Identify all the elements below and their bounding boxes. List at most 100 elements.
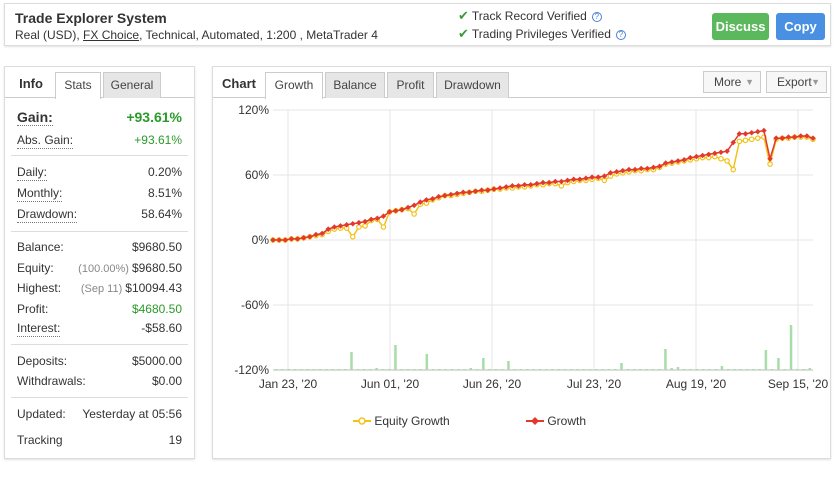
stats-tabs: Info Stats General — [5, 72, 194, 99]
tab-drawdown[interactable]: Drawdown — [436, 72, 509, 98]
volume-bar — [356, 369, 360, 370]
balance-value: $9680.50 — [131, 240, 182, 254]
growth-point — [644, 165, 651, 172]
chart-tabs: Chart Growth Balance Profit Drawdown — [213, 72, 830, 99]
tab-info[interactable]: Info — [19, 76, 43, 91]
gain-row: Gain: +93.61% — [17, 110, 182, 128]
volume-bar — [331, 369, 334, 370]
growth-point — [374, 215, 381, 222]
growth-point — [307, 233, 313, 240]
volume-bar — [595, 369, 598, 370]
trading-privileges-verified: ✔ Trading Privileges Verified? — [458, 26, 626, 42]
volume-bar — [639, 369, 642, 370]
volume-bar — [739, 369, 743, 370]
volume-bar — [588, 369, 592, 370]
discuss-button[interactable]: Discuss — [712, 13, 769, 40]
highest-value-group: (Sep 11) $10094.43 — [81, 281, 182, 297]
legend-equity-icon — [353, 417, 371, 425]
volume-bar — [413, 369, 416, 370]
volume-bar — [557, 369, 560, 370]
volume-bar — [714, 369, 717, 370]
volume-bar — [632, 369, 636, 370]
tab-profit[interactable]: Profit — [387, 72, 434, 98]
tracking-row: Tracking 19 — [17, 433, 182, 451]
copy-button[interactable]: Copy — [776, 13, 825, 40]
volume-bar — [482, 358, 485, 370]
highest-date: (Sep 11) — [80, 283, 123, 295]
volume-bar — [645, 369, 648, 370]
growth-point — [699, 152, 706, 159]
growth-point — [626, 166, 632, 173]
growth-point — [785, 134, 792, 140]
volume-bar — [513, 369, 516, 370]
updated-row: Updated: Yesterday at 05:56 — [17, 407, 182, 425]
track-record-verified: ✔ Track Record Verified? — [458, 8, 602, 24]
growth-point — [411, 202, 417, 209]
volume-bar — [475, 369, 479, 370]
equity-growth-point — [380, 224, 387, 230]
volume-bar — [683, 369, 686, 370]
x-tick-label: Jul 23, '20 — [567, 377, 622, 391]
help-icon[interactable]: ? — [615, 30, 626, 40]
profit-row: Profit: $4680.50 — [17, 302, 182, 320]
interest-row: Interest: -$58.60 — [17, 321, 182, 339]
volume-bar — [563, 369, 567, 370]
account-info-prefix: Real (USD), — [15, 28, 80, 42]
growth-point — [460, 189, 467, 196]
growth-point — [656, 163, 663, 170]
volume-bar — [444, 369, 447, 370]
equity-percent: (100.00%) — [78, 263, 129, 275]
dropdown-arrow-icon: ▼ — [745, 77, 754, 87]
tab-general[interactable]: General — [103, 72, 161, 98]
legend-growth[interactable]: Growth — [526, 414, 586, 428]
growth-point — [681, 157, 687, 163]
volume-bar — [312, 369, 316, 370]
export-dropdown[interactable]: Export ▼ — [766, 71, 827, 93]
volume-bar — [808, 368, 812, 370]
volume-bar — [720, 366, 724, 370]
volume-bar — [300, 369, 303, 370]
growth-point — [429, 196, 436, 202]
volume-bar — [406, 369, 410, 370]
tab-growth[interactable]: Growth — [265, 72, 323, 99]
y-tick-label: 120% — [238, 103, 269, 117]
equity-value-group: (100.00%) $9680.50 — [78, 261, 182, 277]
volume-bar — [783, 369, 786, 370]
dropdown-arrow-icon: ▼ — [811, 77, 820, 87]
tab-chart[interactable]: Chart — [222, 76, 256, 91]
growth-point — [435, 193, 442, 200]
monthly-label: Monthly: — [17, 186, 63, 202]
x-tick-label: Jun 01, '20 — [361, 377, 420, 391]
volume-bar — [544, 369, 548, 370]
broker-link[interactable]: FX Choice — [83, 28, 140, 42]
volume-bar — [689, 369, 692, 370]
export-label: Export — [777, 75, 812, 89]
check-icon: ✔ — [458, 8, 469, 23]
growth-point — [558, 178, 565, 185]
growth-chart: Jan 23, '20 Jun 01, '20 Jun 26, '20 Jul 23,… — [234, 103, 828, 391]
volume-bar — [456, 369, 460, 370]
growth-point — [613, 168, 620, 175]
chart-panel: Jan 23, '20 Jun 01, '20 Jun 26, '20 Jul 23,… — [212, 66, 831, 459]
volume-bar — [488, 369, 491, 370]
tab-balance[interactable]: Balance — [325, 72, 385, 98]
drawdown-row: Drawdown: 58.64% — [17, 207, 182, 225]
growth-point — [742, 131, 749, 137]
tab-stats[interactable]: Stats — [55, 72, 101, 99]
growth-point — [270, 237, 276, 243]
volume-bar — [676, 367, 680, 370]
growth-point — [570, 176, 577, 183]
equity-growth-point — [748, 136, 755, 143]
track-record-label: Track Record Verified — [471, 9, 587, 23]
help-icon[interactable]: ? — [591, 12, 602, 22]
equity-growth-point — [767, 161, 773, 167]
legend-equity-label: Equity Growth — [374, 414, 450, 428]
volume-bar — [343, 369, 347, 370]
withdrawals-row: Withdrawals: $0.00 — [17, 374, 182, 392]
legend-equity-growth[interactable]: Equity Growth — [353, 414, 450, 428]
volume-bar — [733, 369, 736, 370]
volume-bar — [664, 349, 667, 370]
more-dropdown[interactable]: More ▼ — [703, 71, 761, 93]
growth-point — [448, 191, 454, 198]
growth-point — [638, 165, 644, 172]
